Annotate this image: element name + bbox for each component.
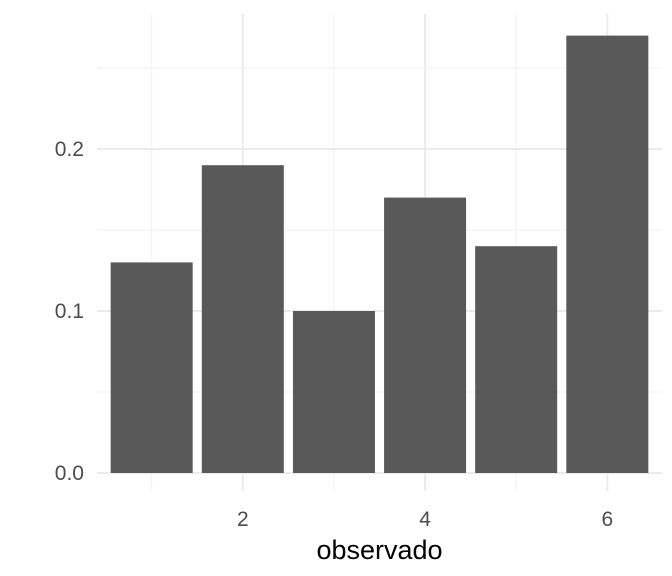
x-tick-label: 4 [419, 508, 431, 531]
x-tick-label: 6 [601, 508, 613, 531]
x-tick-label: 2 [237, 508, 249, 531]
x-axis-tick-labels: 2 4 6 [237, 508, 613, 531]
bars [110, 35, 649, 473]
y-axis-tick-labels: 0.0 0.1 0.2 [55, 138, 84, 485]
y-tick-label: 0.2 [55, 138, 84, 161]
bar-5 [475, 246, 558, 473]
y-tick-label: 0.1 [55, 300, 84, 323]
bar-6 [566, 35, 649, 473]
bar-1 [110, 262, 193, 473]
bar-4 [384, 197, 467, 473]
bar-2 [201, 165, 284, 473]
bar-3 [292, 311, 375, 473]
x-axis-title: observado [316, 535, 442, 565]
y-tick-label: 0.0 [55, 462, 84, 485]
